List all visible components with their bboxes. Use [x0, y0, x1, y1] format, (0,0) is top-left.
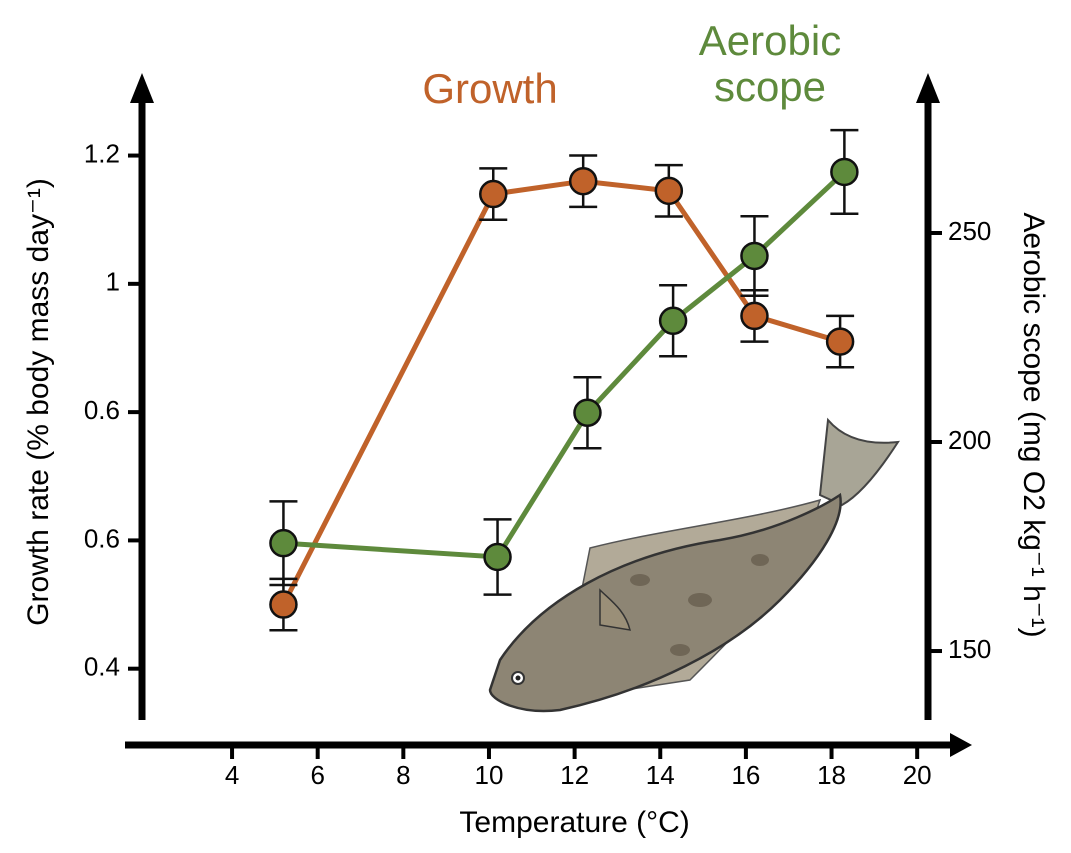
x-tick-label: 6 [310, 760, 324, 790]
x-tick-label: 8 [396, 760, 410, 790]
data-point [483, 542, 512, 572]
y2-axis-label: Aerobic scope (mg O2 kg⁻¹ h⁻¹) [1017, 212, 1050, 637]
data-point [740, 241, 769, 271]
x-tick-label: 18 [817, 760, 846, 790]
data-point [568, 166, 598, 196]
series [269, 154, 855, 632]
x-tick-label: 12 [560, 760, 589, 790]
data-point [269, 528, 298, 558]
y-tick-label: 0.6 [84, 523, 120, 553]
y-axis-arrow [130, 73, 154, 103]
data-point [658, 306, 688, 336]
data-point [269, 590, 298, 619]
x-tick-label: 4 [225, 760, 239, 790]
x-tick-label: 20 [903, 760, 932, 790]
y2-axis-arrow [916, 73, 940, 103]
data-point [479, 179, 508, 209]
data-point [830, 157, 859, 187]
data-point [825, 327, 855, 356]
series [269, 128, 859, 596]
x-tick-label: 10 [475, 760, 504, 790]
x-axis-label: Temperature (°C) [459, 806, 689, 839]
series-line [283, 170, 847, 560]
data-point [573, 398, 602, 427]
x-axis-arrow [950, 733, 972, 757]
series-label: Aerobic scope [698, 17, 842, 110]
y-tick-label: 1.2 [84, 138, 120, 168]
data-point [654, 176, 684, 206]
y2-tick-label: 150 [948, 634, 991, 664]
data-point [740, 301, 769, 331]
y2-tick-label: 200 [948, 425, 991, 455]
y2-tick-label: 250 [948, 216, 991, 246]
y-tick-label: 0.4 [84, 652, 120, 682]
y-axis-label: Growth rate (% body mass day⁻¹) [22, 178, 55, 626]
y-tick-label: 1 [106, 267, 120, 297]
y-tick-label: 0.6 [84, 395, 120, 425]
series-line [281, 178, 841, 606]
fish-illustration [488, 417, 900, 713]
x-tick-label: 16 [731, 760, 760, 790]
series-label: Growth [422, 65, 558, 112]
x-tick-label: 14 [646, 760, 675, 790]
